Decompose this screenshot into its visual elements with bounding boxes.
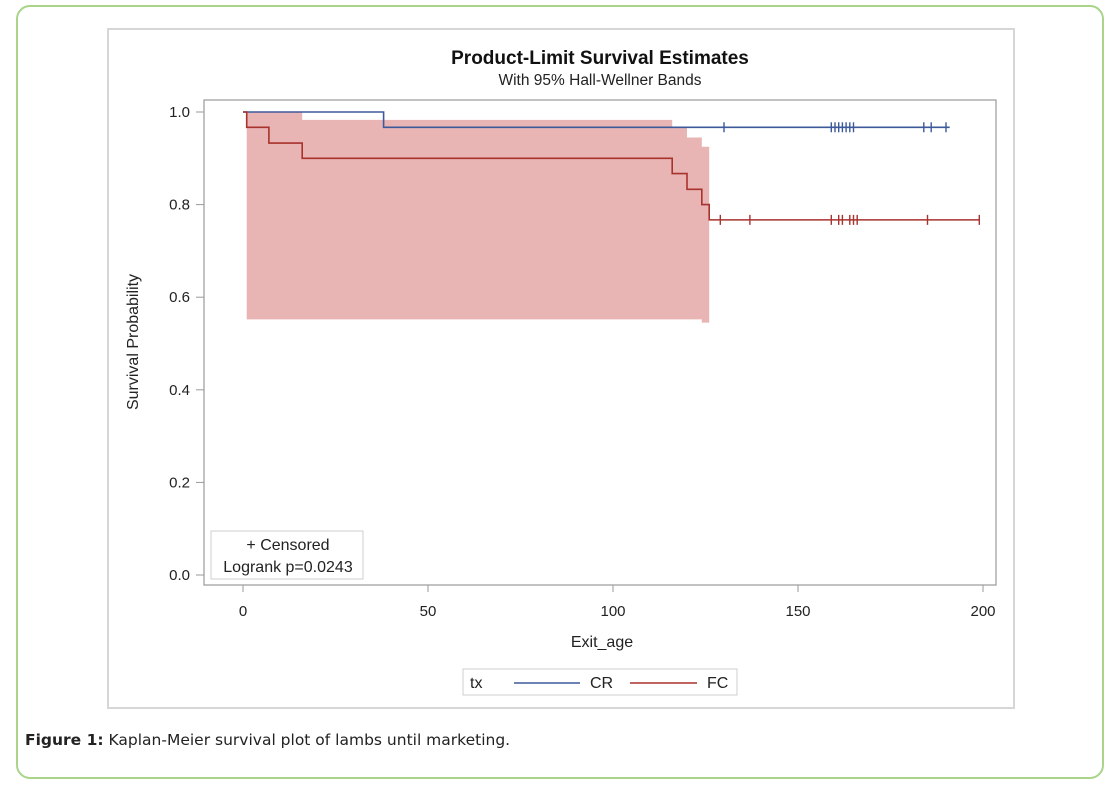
y-tick-label: 0.0 <box>169 567 190 584</box>
y-tick-label: 0.6 <box>169 289 190 306</box>
x-tick-label: 200 <box>970 603 995 620</box>
legend-label-cr: CR <box>590 675 613 692</box>
x-tick-label: 50 <box>420 603 437 620</box>
legend-title: tx <box>470 675 482 692</box>
censored-note: + Censored <box>246 537 329 554</box>
y-tick-label: 0.2 <box>169 474 190 491</box>
x-tick-label: 0 <box>239 603 247 620</box>
inset-legend-box <box>210 530 364 580</box>
confidence-band-area <box>246 112 710 323</box>
y-tick-label: 1.0 <box>169 104 190 121</box>
x-tick-label: 150 <box>785 603 810 620</box>
chart-title: Product-Limit Survival Estimates <box>451 48 749 69</box>
y-axis: 0.0 0.2 0.4 0.6 0.8 1.0 <box>169 104 204 584</box>
y-axis-label: Survival Probability <box>125 274 142 410</box>
survival-curve-fc <box>243 111 980 221</box>
caption-text: Kaplan-Meier survival plot of lambs unti… <box>108 731 511 749</box>
chart-subtitle: With 95% Hall-Wellner Bands <box>498 72 701 89</box>
x-tick-label: 100 <box>600 603 625 620</box>
x-axis-label: Exit_age <box>571 634 633 651</box>
survival-curve-cr <box>243 111 950 129</box>
x-axis: 0 50 100 150 200 <box>239 585 996 620</box>
plot-area-frame <box>203 99 997 586</box>
confidence-band <box>246 112 710 323</box>
figure-frame <box>16 5 1104 779</box>
logrank-note: Logrank p=0.0243 <box>223 559 353 576</box>
inset-legend: + Censored Logrank p=0.0243 <box>210 530 364 580</box>
legend-box <box>462 668 738 696</box>
legend-label-fc: FC <box>707 675 728 692</box>
legend: tx CR FC <box>462 668 738 696</box>
caption-label: Figure 1: <box>25 731 104 749</box>
y-tick-label: 0.8 <box>169 197 190 214</box>
series-fc <box>243 111 980 225</box>
y-tick-label: 0.4 <box>169 382 190 399</box>
figure-caption: Figure 1: Kaplan-Meier survival plot of … <box>25 731 510 749</box>
series-layer <box>243 111 980 225</box>
series-cr <box>243 111 950 133</box>
